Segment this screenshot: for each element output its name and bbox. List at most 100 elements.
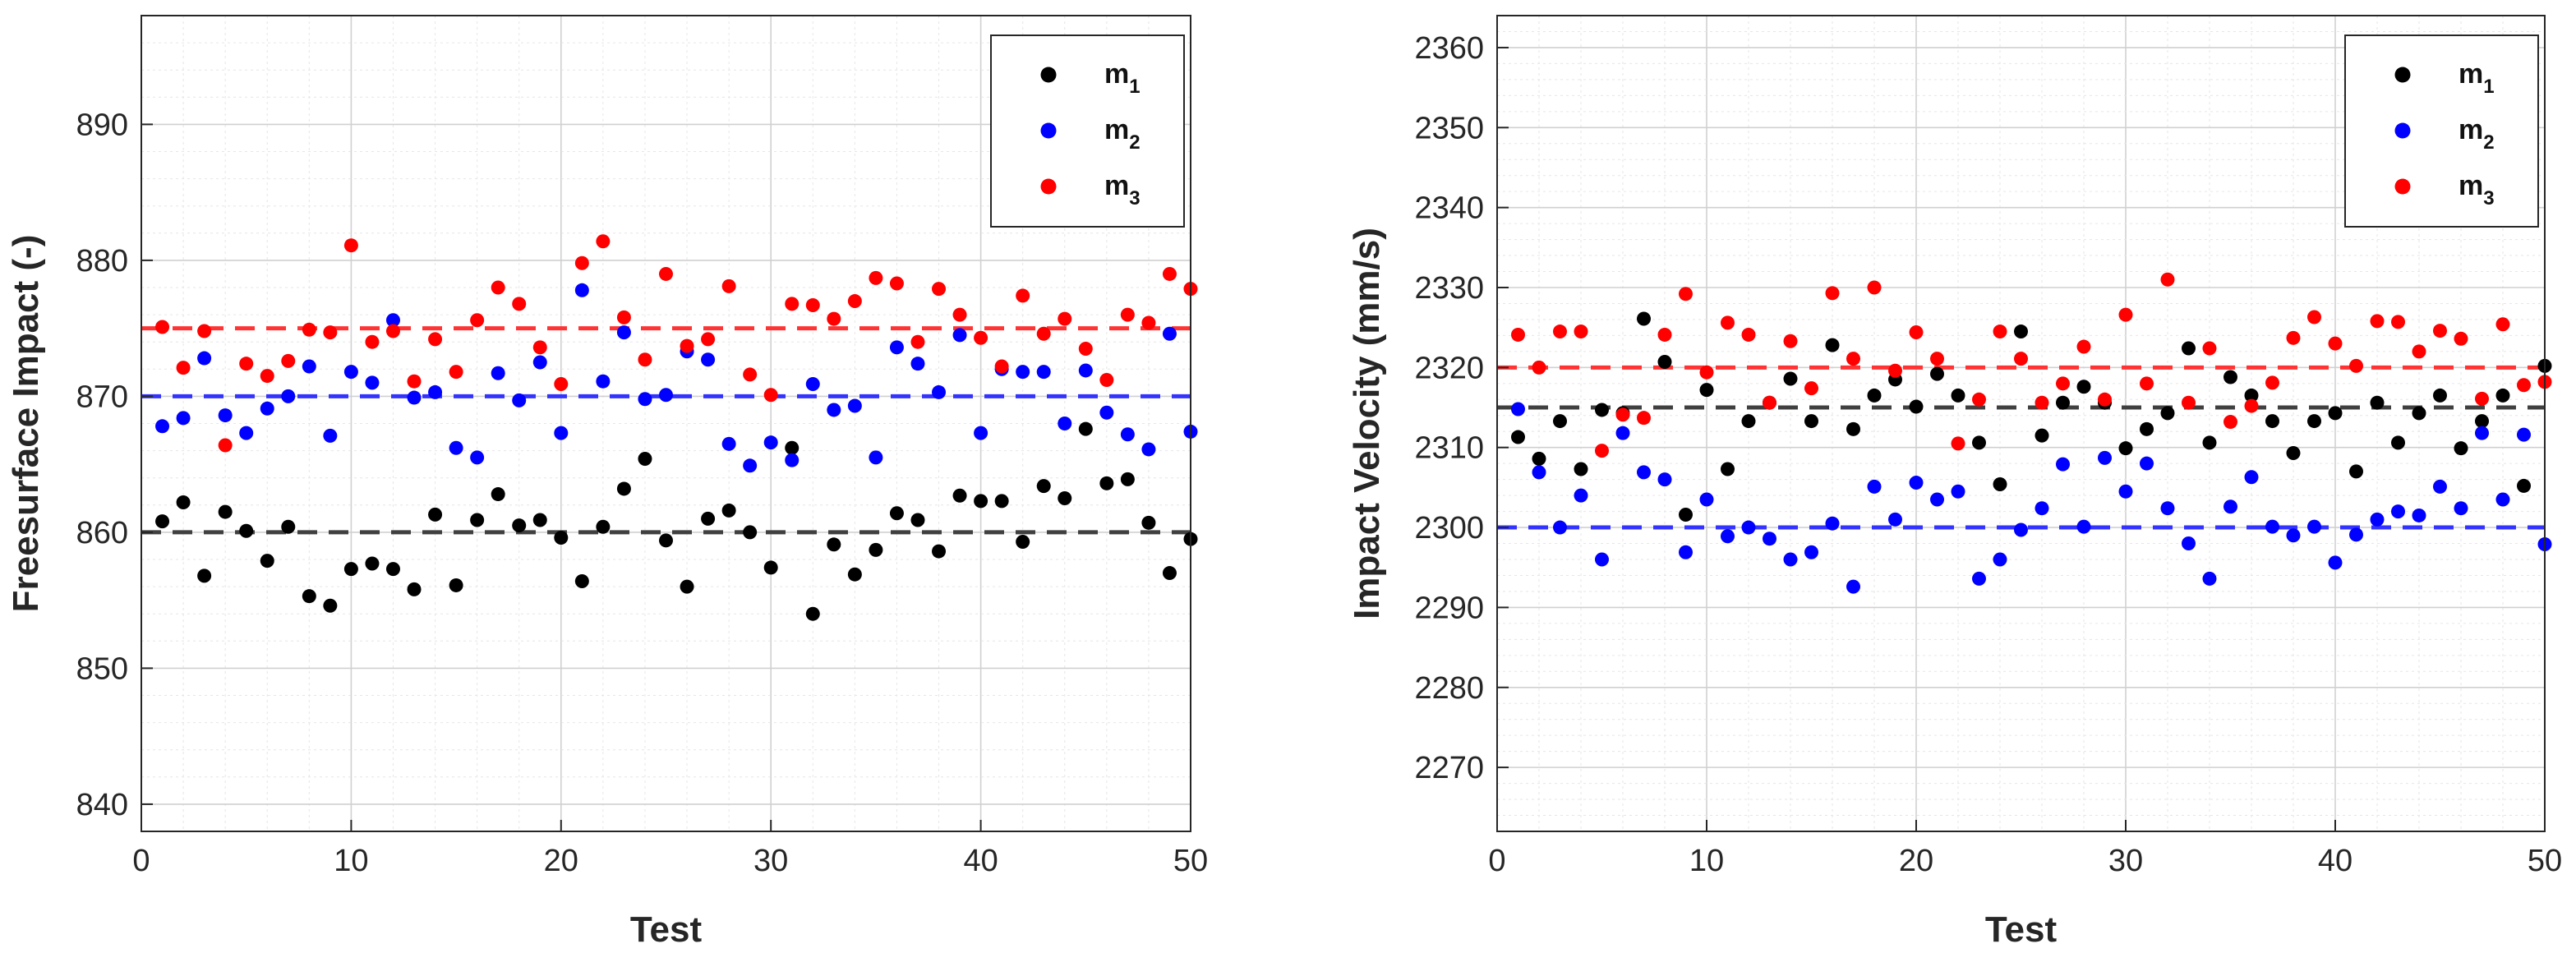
data-point-m1 <box>1162 566 1177 581</box>
y-tick-label: 2290 <box>1414 591 1484 625</box>
data-point-m1 <box>470 513 485 527</box>
data-point-m1 <box>407 582 422 596</box>
legend-marker-m1 <box>2394 67 2411 83</box>
y-tick-label: 890 <box>76 108 128 142</box>
data-point-m1 <box>385 562 400 577</box>
data-point-m1 <box>574 573 589 588</box>
data-point-m3 <box>1972 392 1986 407</box>
data-point-m3 <box>1532 360 1546 375</box>
data-point-m1 <box>2349 464 2363 479</box>
y-tick-label: 880 <box>76 244 128 278</box>
data-point-m3 <box>532 340 547 355</box>
data-point-m1 <box>512 518 527 533</box>
data-point-m1 <box>2307 414 2321 429</box>
data-point-m3 <box>1637 411 1651 426</box>
data-point-m2 <box>2349 527 2363 542</box>
data-point-m1 <box>449 578 463 592</box>
data-point-m1 <box>2370 395 2385 410</box>
data-point-m3 <box>2475 391 2489 406</box>
y-tick-label: 2320 <box>1414 351 1484 385</box>
data-point-m1 <box>638 452 652 467</box>
data-point-m3 <box>407 374 422 389</box>
data-point-m3 <box>1909 325 1924 340</box>
data-point-m2 <box>343 365 358 380</box>
data-point-m1 <box>1699 383 1714 398</box>
legend-box <box>990 35 1185 228</box>
data-point-m1 <box>1741 414 1756 429</box>
y-tick-label: 840 <box>76 788 128 822</box>
data-point-m2 <box>512 393 527 407</box>
data-point-m1 <box>1804 414 1818 429</box>
data-point-m2 <box>1120 427 1135 442</box>
data-point-m1 <box>1511 430 1525 444</box>
data-point-m2 <box>2160 501 2175 516</box>
data-point-m2 <box>910 357 925 371</box>
data-point-m3 <box>952 307 967 322</box>
data-point-m3 <box>1930 352 1944 366</box>
data-point-m2 <box>1804 545 1818 559</box>
data-point-m1 <box>785 440 800 455</box>
series-m2 <box>1511 402 2552 594</box>
data-point-m1 <box>343 562 358 577</box>
data-point-m2 <box>1553 520 1567 535</box>
data-point-m1 <box>1637 311 1651 326</box>
data-point-m1 <box>994 494 1009 509</box>
data-point-m2 <box>1574 488 1588 503</box>
data-point-m1 <box>1909 399 1924 414</box>
data-point-m3 <box>1016 288 1030 303</box>
data-point-m3 <box>1763 395 1776 410</box>
data-point-m2 <box>1846 579 1860 594</box>
data-point-m2 <box>952 328 967 343</box>
data-point-m2 <box>2202 571 2217 586</box>
x-axis-label: Test <box>1985 909 2058 950</box>
data-point-m1 <box>1657 355 1672 370</box>
data-point-m3 <box>2328 336 2343 351</box>
data-point-m2 <box>407 390 422 405</box>
data-point-m2 <box>2035 501 2049 516</box>
data-point-m3 <box>2182 395 2196 410</box>
data-point-m3 <box>1804 381 1818 396</box>
data-point-m1 <box>155 514 170 529</box>
data-point-m2 <box>532 355 547 370</box>
legend: m1 m2 m3 <box>2344 35 2539 228</box>
data-point-m3 <box>2076 339 2091 354</box>
data-point-m1 <box>2223 370 2237 384</box>
data-point-m3 <box>1783 334 1798 348</box>
data-point-m2 <box>2286 528 2301 543</box>
data-point-m3 <box>1867 280 1882 295</box>
x-tick-label: 20 <box>1899 844 1933 878</box>
data-point-m3 <box>343 238 358 253</box>
data-point-m2 <box>2412 508 2426 522</box>
data-point-m1 <box>805 606 820 621</box>
data-point-m3 <box>2223 415 2237 430</box>
data-point-m2 <box>2475 426 2489 440</box>
data-point-m3 <box>197 324 212 338</box>
data-point-m2 <box>491 366 505 380</box>
data-point-m3 <box>2098 392 2112 407</box>
data-point-m1 <box>2160 406 2175 421</box>
data-point-m3 <box>1825 286 1840 301</box>
y-tick-label: 2350 <box>1414 111 1484 145</box>
data-point-m3 <box>1615 407 1630 422</box>
data-point-m3 <box>2495 317 2510 332</box>
data-point-m2 <box>2076 519 2091 534</box>
data-point-m1 <box>2076 380 2091 394</box>
data-point-m2 <box>932 384 947 399</box>
data-point-m2 <box>1615 426 1630 440</box>
x-tick-label: 50 <box>2528 844 2562 878</box>
data-point-m3 <box>596 234 611 249</box>
data-point-m3 <box>1078 341 1093 356</box>
x-tick-label: 40 <box>2318 844 2353 878</box>
chart0-grid <box>141 15 1191 832</box>
data-point-m3 <box>470 313 485 328</box>
legend-label-m1: m1 <box>2458 58 2495 98</box>
data-point-m3 <box>1511 327 1525 342</box>
data-point-m3 <box>365 334 380 349</box>
data-point-m1 <box>1721 462 1735 476</box>
data-point-m3 <box>2014 352 2028 366</box>
data-point-m2 <box>1141 442 1156 457</box>
data-point-m1 <box>659 533 673 548</box>
y-tick-label: 2360 <box>1414 31 1484 66</box>
data-point-m1 <box>1846 421 1860 436</box>
data-point-m2 <box>1783 552 1798 567</box>
